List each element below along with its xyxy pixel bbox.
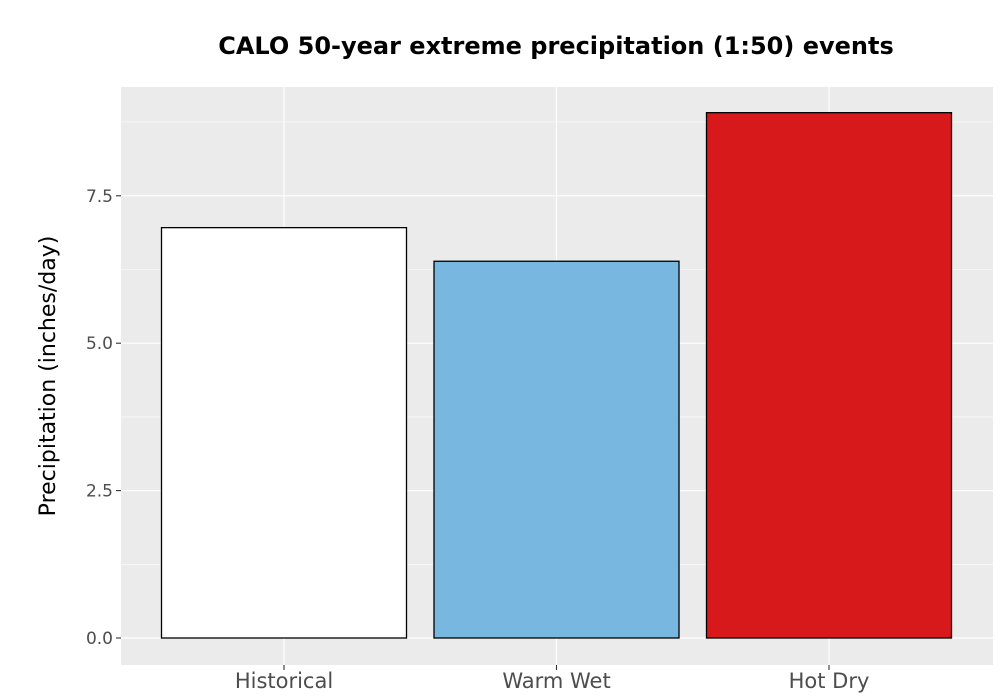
y-tick-label: 5.0 (86, 334, 113, 354)
x-tick-label: Hot Dry (789, 669, 870, 693)
y-tick-label: 2.5 (86, 482, 113, 502)
x-tick-label: Historical (235, 669, 333, 693)
y-tick-label: 7.5 (86, 187, 113, 207)
bars (160, 112, 953, 639)
chart-title: CALO 50-year extreme precipitation (1:50… (218, 32, 894, 60)
bar-warm-wet (433, 260, 680, 639)
y-axis: 0.0 2.5 5.0 7.5 (86, 187, 121, 649)
bar-historical (160, 226, 408, 639)
x-axis: Historical Warm Wet Hot Dry (235, 665, 870, 693)
x-tick-label: Warm Wet (502, 669, 610, 693)
y-tick-label: 0.0 (86, 629, 113, 649)
bar-hot-dry (705, 112, 953, 639)
y-axis-title: Precipitation (inches/day) (36, 236, 61, 517)
